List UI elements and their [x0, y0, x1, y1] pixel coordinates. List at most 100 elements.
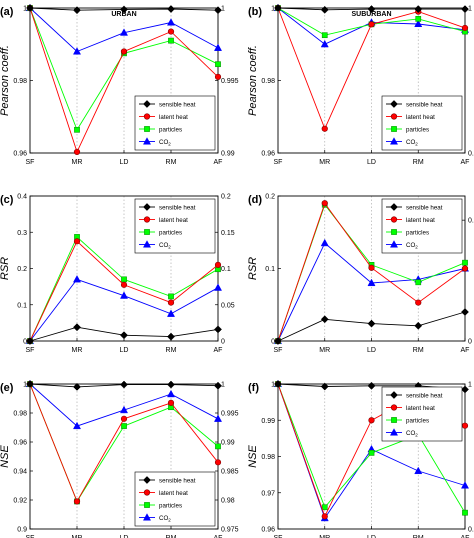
- legend-label: CO2: [159, 139, 171, 147]
- x-tick-label: LD: [367, 347, 376, 354]
- legend: sensible heat latent heat particles CO2: [381, 198, 463, 254]
- legend-marker: [390, 203, 398, 211]
- y-tick-label-right: 0: [468, 339, 472, 346]
- data-point: [120, 380, 128, 389]
- data-point: [120, 5, 128, 14]
- legend-label: particles: [159, 502, 182, 509]
- y-tick-label-right: 0.05: [221, 302, 235, 309]
- y-axis-label: NSE: [0, 445, 11, 468]
- data-point: [320, 315, 329, 324]
- data-point: [167, 399, 175, 406]
- data-point: [213, 43, 223, 51]
- y-tick-label-right: 0.1: [221, 266, 231, 273]
- legend-marker: [391, 417, 397, 423]
- data-point: [320, 5, 329, 14]
- data-point: [119, 28, 129, 36]
- legend: sensible heat latent heat particles CO2: [381, 386, 463, 442]
- y-tick-label-left: 0.98: [261, 78, 275, 85]
- legend-label: sensible heat: [406, 392, 443, 399]
- legend-label: sensible heat: [159, 477, 196, 484]
- legend-label: sensible heat: [406, 101, 443, 108]
- data-point: [367, 381, 376, 390]
- x-tick-label: SF: [26, 159, 35, 166]
- y-tick-label-left: 1: [271, 6, 275, 13]
- y-tick-label-left: 0.92: [13, 498, 27, 505]
- data-point: [167, 380, 175, 389]
- panel-f: SF MR LD RM AF 0.96 0.97 0.98 0.99 1 0.6 1 NSE (f) sen…: [247, 379, 474, 538]
- data-point: [168, 293, 174, 300]
- data-point: [213, 414, 223, 422]
- legend-marker: [143, 489, 151, 496]
- x-tick-label: RM: [413, 347, 424, 354]
- y-tick-label-right: 0.99: [221, 151, 235, 158]
- x-tick-label: LD: [120, 159, 129, 166]
- data-point: [321, 200, 328, 207]
- x-tick-label: MR: [72, 159, 83, 166]
- y-tick-label-left: 0.2: [265, 194, 275, 201]
- y-tick-label-left: 0.1: [265, 266, 275, 273]
- data-point: [121, 276, 127, 283]
- data-point: [461, 5, 469, 14]
- x-tick-label: AF: [461, 159, 470, 166]
- data-point: [26, 337, 34, 345]
- x-tick-label: RM: [166, 535, 177, 538]
- legend: sensible heat latent heat particles CO2: [134, 471, 216, 527]
- y-axis-label: RSR: [247, 257, 259, 280]
- y-tick-label-right: 1: [221, 6, 225, 13]
- panel-label: (a): [0, 6, 14, 18]
- data-point: [462, 259, 468, 266]
- data-point: [167, 332, 175, 341]
- y-tick-label-right: 0.985: [221, 469, 239, 476]
- y-tick-label-right: 0.975: [221, 527, 239, 534]
- x-tick-label: RM: [166, 159, 177, 166]
- data-point: [320, 238, 329, 247]
- y-tick-label-left: 0.3: [17, 230, 27, 237]
- x-tick-label: SF: [274, 159, 283, 166]
- data-point: [214, 73, 222, 80]
- data-point: [415, 16, 422, 22]
- data-point: [73, 323, 81, 332]
- data-point: [367, 319, 376, 328]
- panel-label: (d): [248, 194, 262, 206]
- data-point: [320, 39, 329, 48]
- y-tick-label-left: 1: [23, 6, 27, 13]
- legend-label: latent heat: [159, 490, 188, 497]
- y-tick-label-left: 0.97: [261, 490, 275, 497]
- legend-marker: [143, 100, 151, 108]
- data-point: [321, 513, 328, 520]
- data-point: [120, 331, 128, 340]
- data-point: [166, 18, 176, 26]
- x-tick-label: AF: [214, 159, 223, 166]
- data-point: [26, 380, 34, 388]
- data-point: [460, 481, 470, 489]
- legend-marker: [143, 113, 151, 120]
- data-point: [120, 48, 128, 55]
- legend-label: CO2: [159, 242, 171, 250]
- x-tick-label: AF: [214, 347, 223, 354]
- data-point: [214, 459, 222, 466]
- y-tick-label-left: 0.96: [13, 440, 27, 447]
- legend-label: sensible heat: [159, 101, 196, 108]
- data-point: [166, 309, 176, 317]
- panel-label: (f): [248, 382, 259, 394]
- legend-marker: [389, 240, 399, 248]
- legend-label: CO2: [406, 430, 418, 438]
- legend-label: latent heat: [406, 217, 435, 224]
- legend-marker: [389, 428, 399, 436]
- data-point: [461, 385, 469, 394]
- legend-label: particles: [406, 417, 429, 424]
- y-tick-label-right: 0.99: [221, 440, 235, 447]
- x-tick-label: MR: [319, 535, 330, 538]
- x-tick-label: RM: [413, 535, 424, 538]
- legend-label: particles: [406, 229, 429, 236]
- data-point: [321, 504, 328, 511]
- data-point: [72, 47, 82, 55]
- x-tick-label: LD: [120, 347, 129, 354]
- x-tick-label: RM: [166, 347, 177, 354]
- panel-e: SF MR LD RM AF 0.9 0.92 0.94 0.96 0.98 1 0.975 0.98 0…: [0, 379, 239, 538]
- y-tick-label-right: 0: [221, 339, 225, 346]
- data-point: [215, 61, 221, 68]
- data-point: [321, 125, 328, 132]
- data-point: [214, 325, 222, 334]
